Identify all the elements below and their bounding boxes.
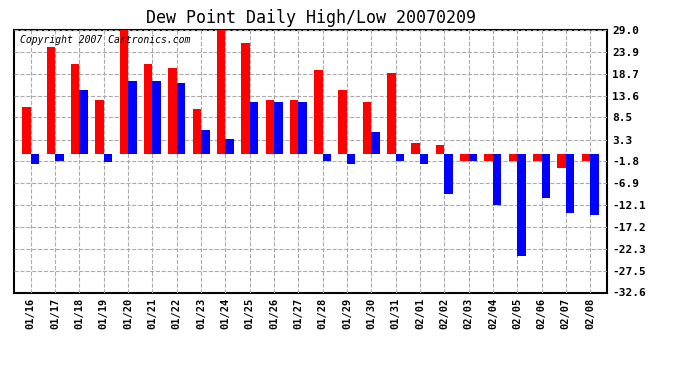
Bar xyxy=(509,154,518,161)
Text: Copyright 2007 Cartronics.com: Copyright 2007 Cartronics.com xyxy=(20,35,190,45)
Bar xyxy=(363,102,371,154)
Bar xyxy=(469,154,477,161)
Bar xyxy=(411,143,420,154)
Bar xyxy=(226,139,234,154)
Bar xyxy=(274,102,282,154)
Bar xyxy=(484,154,493,161)
Bar xyxy=(460,154,469,161)
Bar xyxy=(436,145,444,154)
Bar xyxy=(420,154,428,164)
Bar xyxy=(582,154,590,161)
Bar xyxy=(590,154,599,215)
Bar xyxy=(395,154,404,161)
Bar xyxy=(250,102,258,154)
Bar xyxy=(31,154,39,164)
Bar xyxy=(104,154,112,162)
Bar xyxy=(22,107,31,154)
Bar xyxy=(298,102,307,154)
Bar xyxy=(95,100,104,154)
Bar xyxy=(542,154,550,198)
Title: Dew Point Daily High/Low 20070209: Dew Point Daily High/Low 20070209 xyxy=(146,9,475,27)
Bar xyxy=(241,43,250,154)
Bar xyxy=(518,154,526,256)
Bar xyxy=(444,154,453,194)
Bar xyxy=(266,100,274,154)
Bar xyxy=(193,109,201,154)
Bar xyxy=(339,90,347,154)
Bar xyxy=(566,154,574,213)
Bar xyxy=(314,70,323,154)
Bar xyxy=(387,73,395,154)
Bar xyxy=(493,154,502,205)
Bar xyxy=(144,64,152,154)
Bar xyxy=(533,154,542,161)
Bar xyxy=(217,30,226,154)
Bar xyxy=(47,47,55,154)
Bar xyxy=(119,30,128,154)
Bar xyxy=(177,83,185,154)
Bar xyxy=(55,154,63,161)
Bar xyxy=(290,100,298,154)
Bar xyxy=(371,132,380,154)
Bar xyxy=(128,81,137,154)
Bar xyxy=(347,154,355,164)
Bar xyxy=(558,154,566,168)
Bar xyxy=(152,81,161,154)
Bar xyxy=(323,154,331,161)
Bar xyxy=(201,130,210,154)
Bar xyxy=(71,64,79,154)
Bar xyxy=(79,90,88,154)
Bar xyxy=(168,68,177,154)
